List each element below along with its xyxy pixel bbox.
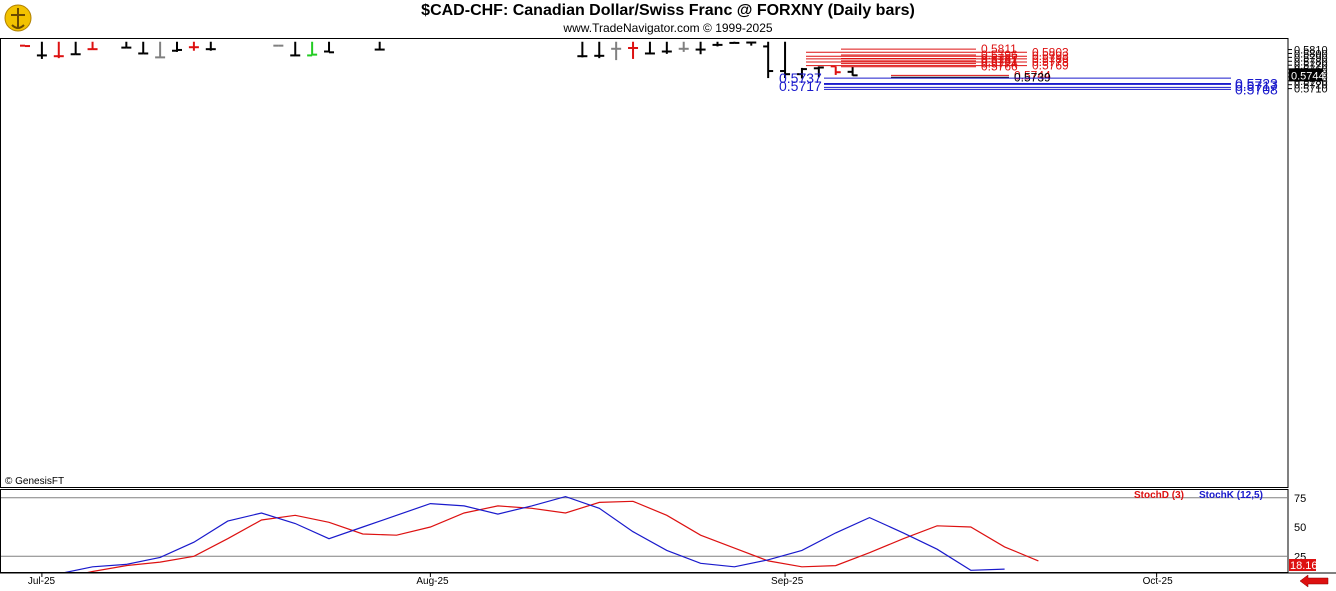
last-price-box — [1289, 68, 1323, 82]
stoch-y-tick-label: 75 — [1294, 493, 1306, 505]
y-tick-label: 0.5710 — [1294, 84, 1328, 96]
stoch-last-value-label: 18.16 — [1290, 560, 1318, 572]
resistance-level-label: 0.5781 — [981, 54, 1018, 68]
copyright-label: © GenesisFT — [5, 476, 64, 487]
blue-level-label-right: 0.5717 — [1235, 78, 1278, 94]
resistance-level-label: 0.5744 — [1014, 68, 1051, 82]
resistance-level-label: 0.5769 — [1032, 59, 1069, 73]
x-tick-label: Jul-25 — [28, 576, 56, 587]
axes: 0.58100.58000.57900.57800.57700.57600.57… — [0, 45, 1336, 588]
stoch-last-value-box — [1289, 559, 1316, 571]
stochastic-series-line — [64, 495, 1005, 572]
resistance-level-label: 0.5766 — [981, 60, 1018, 74]
x-tick-label: Oct-25 — [1143, 576, 1173, 587]
y-tick-label: 0.5720 — [1294, 80, 1328, 92]
x-tick-label: Sep-25 — [771, 576, 804, 587]
blue-level-label-right: 0.5708 — [1235, 81, 1278, 97]
y-tick-label: 0.5810 — [1294, 45, 1328, 57]
stochastic-lines — [64, 495, 1039, 572]
blue-level-label-left: 0.5737 — [779, 70, 822, 86]
trade-navigator-logo-icon — [4, 4, 32, 32]
stochastic-pane: StochD (3) StochK (12,5) — [0, 489, 1289, 573]
stoch-y-tick-label: 50 — [1294, 522, 1306, 534]
resistance-level-label: 0.5803 — [1032, 45, 1069, 59]
chart-title: $CAD-CHF: Canadian Dollar/Swiss Franc @ … — [421, 2, 915, 19]
y-tick-label: 0.5790 — [1294, 52, 1328, 64]
chart-subtitle: www.TradeNavigator.com © 1999-2025 — [563, 21, 773, 35]
blue-level-label-left: 0.5717 — [779, 78, 822, 94]
stochastic-frame — [0, 489, 1289, 573]
legend-stochk: StochK (12,5) — [1199, 490, 1263, 501]
blue-level-label-right: 0.5723 — [1235, 76, 1278, 92]
last-price-label: 0.5744 — [1291, 70, 1325, 82]
stochastic-series-line — [87, 500, 1039, 572]
resistance-level-label: 0.5786 — [1032, 52, 1069, 66]
y-tick-label: 0.5780 — [1294, 56, 1328, 68]
legend-stochd: StochD (3) — [1134, 490, 1184, 501]
ohlc-bars — [20, 41, 858, 79]
resistance-level-label: 0.5793 — [1032, 49, 1069, 63]
price-frame — [0, 38, 1289, 488]
x-tick-label: Aug-25 — [416, 576, 449, 587]
support-level-label: 0.5739 — [1014, 70, 1051, 84]
y-tick-label: 0.5800 — [1294, 48, 1328, 60]
resistance-level-label: 0.5778 — [1032, 55, 1069, 69]
resistance-level-label: 0.5774 — [981, 57, 1018, 71]
scroll-left-arrow-icon[interactable] — [1299, 574, 1329, 588]
